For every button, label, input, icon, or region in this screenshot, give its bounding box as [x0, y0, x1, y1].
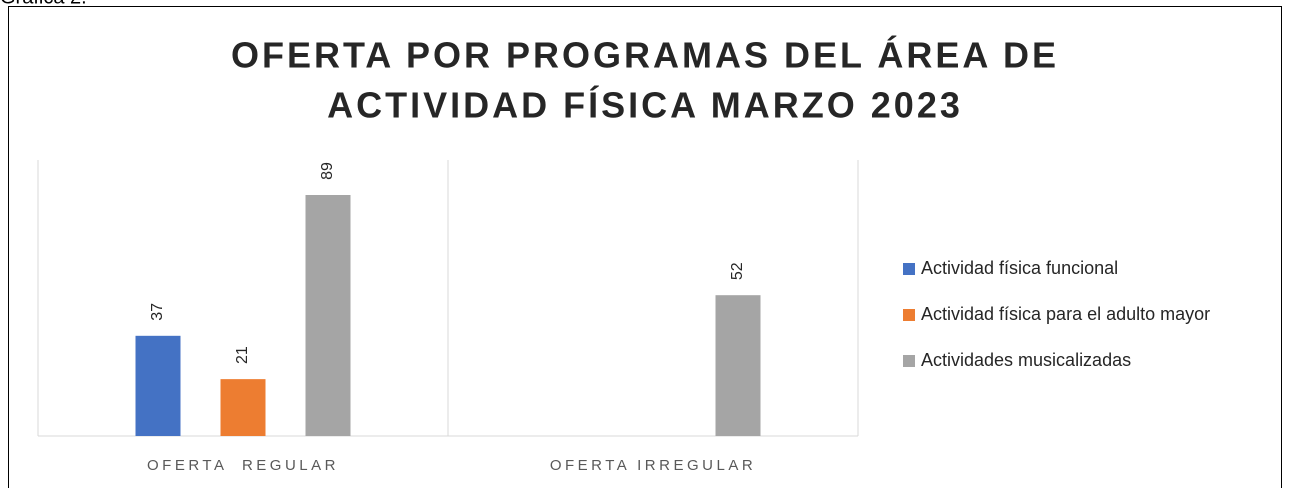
- bar: [305, 195, 351, 436]
- chart-border: [8, 6, 1282, 488]
- legend-label: Actividades musicalizadas: [921, 350, 1131, 370]
- bar: [715, 295, 761, 436]
- value-label: 52: [729, 262, 746, 280]
- legend-label: Actividad física para el adulto mayor: [921, 304, 1210, 324]
- chart-title: OFERTA POR PROGRAMAS DEL ÁREA DE: [231, 35, 1059, 76]
- bar: [135, 335, 181, 436]
- value-label: 21: [234, 346, 251, 364]
- value-label: 37: [149, 303, 166, 321]
- legend-swatch: [903, 309, 915, 321]
- legend-swatch: [903, 263, 915, 275]
- x-tick-label: OFERTA IRREGULAR: [550, 457, 756, 474]
- legend-label: Actividad física funcional: [921, 258, 1118, 278]
- caption: Gráfica 2.: [0, 0, 87, 8]
- x-tick-label: OFERTA REGULAR: [147, 457, 339, 474]
- chart-title: ACTIVIDAD FÍSICA MARZO 2023: [327, 85, 963, 126]
- value-label: 89: [319, 162, 336, 180]
- legend-swatch: [903, 355, 915, 367]
- bar: [220, 379, 266, 436]
